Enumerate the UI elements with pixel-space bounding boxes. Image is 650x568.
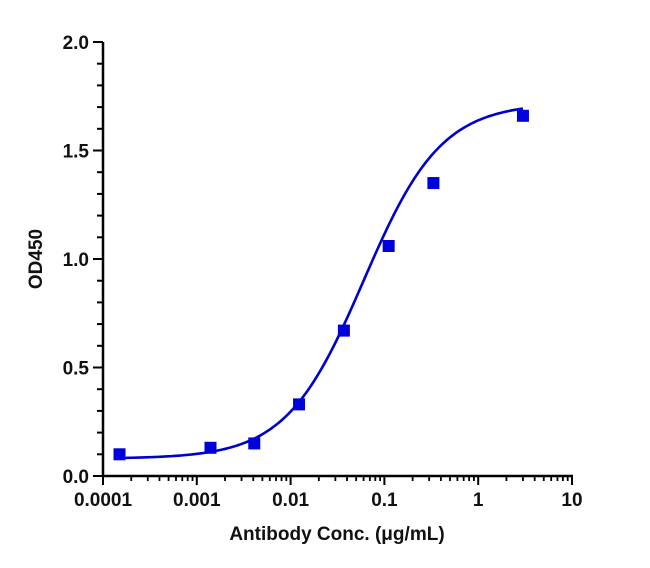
x-tick-label: 1 bbox=[473, 490, 484, 511]
y-axis-title: OD450 bbox=[26, 229, 47, 289]
data-point-marker bbox=[204, 441, 217, 454]
axes bbox=[93, 41, 573, 485]
x-tick-label: 0.001 bbox=[173, 490, 221, 511]
y-tick-label: 2.0 bbox=[63, 33, 89, 54]
fit-curve bbox=[119, 107, 524, 460]
data-point-marker bbox=[337, 324, 350, 337]
y-tick-label: 0.0 bbox=[63, 467, 89, 488]
data-points bbox=[113, 109, 529, 461]
fit-curve-path bbox=[119, 107, 524, 460]
y-tick-label: 1.5 bbox=[63, 142, 90, 163]
y-tick-label: 0.5 bbox=[63, 359, 90, 380]
tick-labels: 0.0 0.5 1.0 1.5 2.0 0.0001 0.001 0.01 0.1 1 10 bbox=[63, 33, 583, 511]
data-point-marker bbox=[113, 448, 126, 461]
x-tick-label: 0.1 bbox=[371, 490, 398, 511]
x-tick-label: 10 bbox=[561, 490, 582, 511]
x-axis-title: Antibody Conc. (μg/mL) bbox=[229, 524, 444, 545]
x-tick-label: 0.01 bbox=[272, 490, 309, 511]
data-point-marker bbox=[293, 398, 306, 411]
x-tick-label: 0.0001 bbox=[74, 490, 133, 511]
data-point-marker bbox=[516, 109, 529, 122]
data-point-marker bbox=[248, 437, 261, 450]
y-tick-label: 1.0 bbox=[63, 250, 89, 271]
data-point-marker bbox=[382, 239, 395, 252]
data-point-marker bbox=[427, 177, 440, 190]
